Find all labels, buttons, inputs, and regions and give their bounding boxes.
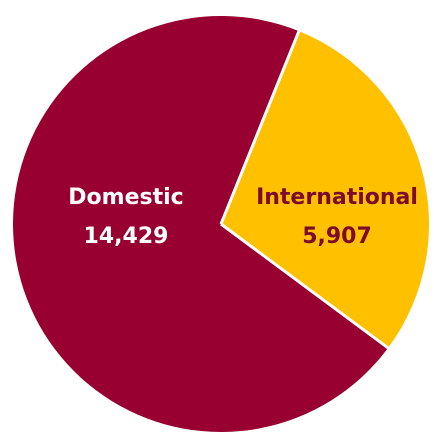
pie-labels: International 5,907 Domestic 14,429 xyxy=(68,185,418,249)
slice-label-international: International xyxy=(256,185,418,210)
pie-slice-domestic xyxy=(13,15,389,432)
slice-value-domestic: 14,429 xyxy=(84,224,169,249)
pie-slice-international xyxy=(221,31,429,348)
slice-separator-0 xyxy=(219,28,302,225)
slice-value-international: 5,907 xyxy=(302,224,372,249)
slice-label-domestic: Domestic xyxy=(68,185,183,210)
slice-separator-1 xyxy=(220,222,391,351)
pie-slices xyxy=(13,15,429,432)
